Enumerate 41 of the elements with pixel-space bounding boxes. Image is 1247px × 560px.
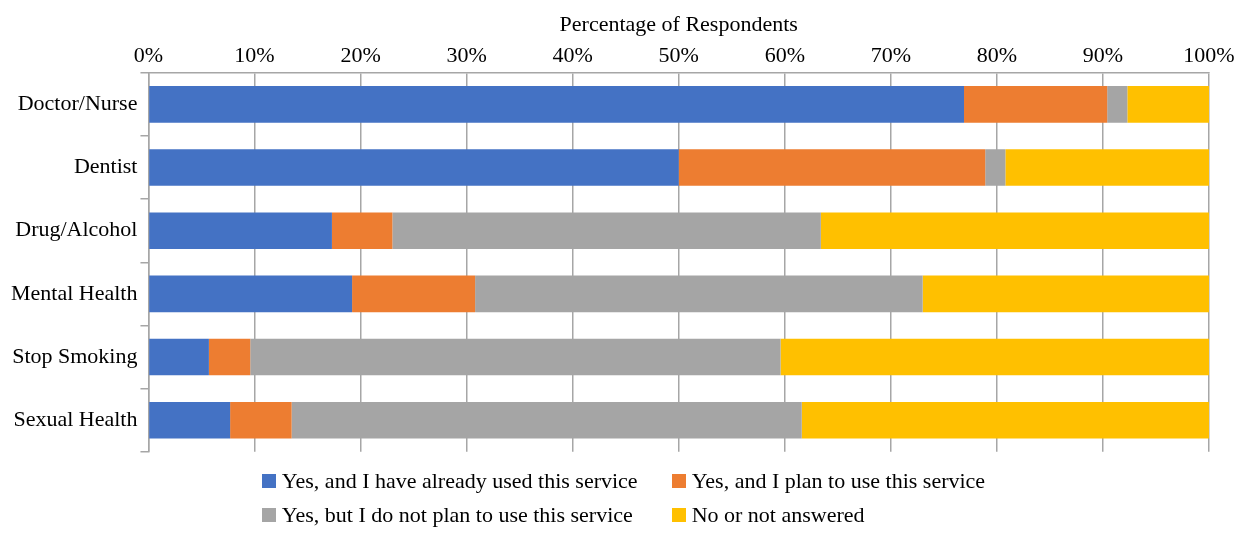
- x-tick-label: 80%: [976, 42, 1018, 68]
- bar: [922, 275, 1209, 313]
- bar: [149, 212, 332, 250]
- y-tick-label: Mental Health: [10, 279, 138, 305]
- bar: [964, 86, 1108, 123]
- x-tick-label: 100%: [1183, 42, 1235, 68]
- y-tick-label: Stop Smoking: [12, 342, 138, 368]
- bar: [149, 149, 679, 186]
- legend-label: Yes, but I do not plan to use this service: [281, 502, 633, 528]
- bar: [352, 275, 476, 313]
- x-tick-label: 30%: [446, 42, 487, 68]
- y-tick-label: Sexual Health: [13, 406, 138, 431]
- bar: [1005, 149, 1209, 186]
- bar: [1107, 86, 1128, 123]
- x-tick-label: 0%: [133, 42, 164, 68]
- bar: [149, 401, 231, 439]
- x-tick-label: 20%: [340, 42, 381, 68]
- legend-label: Yes, and I have already used this service: [281, 468, 638, 494]
- bar: [331, 212, 393, 250]
- y-tick-label: Doctor/Nurse: [17, 90, 138, 116]
- bar: [801, 401, 1209, 439]
- y-tick-label: Dentist: [73, 153, 138, 179]
- x-tick-label: 90%: [1082, 42, 1124, 68]
- x-tick-label: 10%: [234, 42, 275, 68]
- bar: [1127, 86, 1209, 123]
- x-axis-title: Percentage of Respondents: [559, 10, 798, 36]
- legend-label: Yes, and I plan to use this service: [691, 468, 986, 494]
- bar: [820, 212, 1209, 250]
- bar: [678, 149, 986, 186]
- x-tick-label: 50%: [658, 42, 699, 68]
- y-tick-label: Drug/Alcohol: [15, 216, 138, 242]
- x-tick-label: 40%: [552, 42, 593, 68]
- bar: [149, 86, 965, 123]
- x-tick-label: 70%: [870, 42, 911, 68]
- bar: [780, 338, 1209, 376]
- x-tick-label: 60%: [764, 42, 805, 68]
- bar: [149, 275, 353, 313]
- bar: [208, 338, 251, 376]
- bar: [230, 401, 292, 439]
- legend-label: No or not answered: [691, 502, 865, 528]
- bar: [149, 338, 209, 376]
